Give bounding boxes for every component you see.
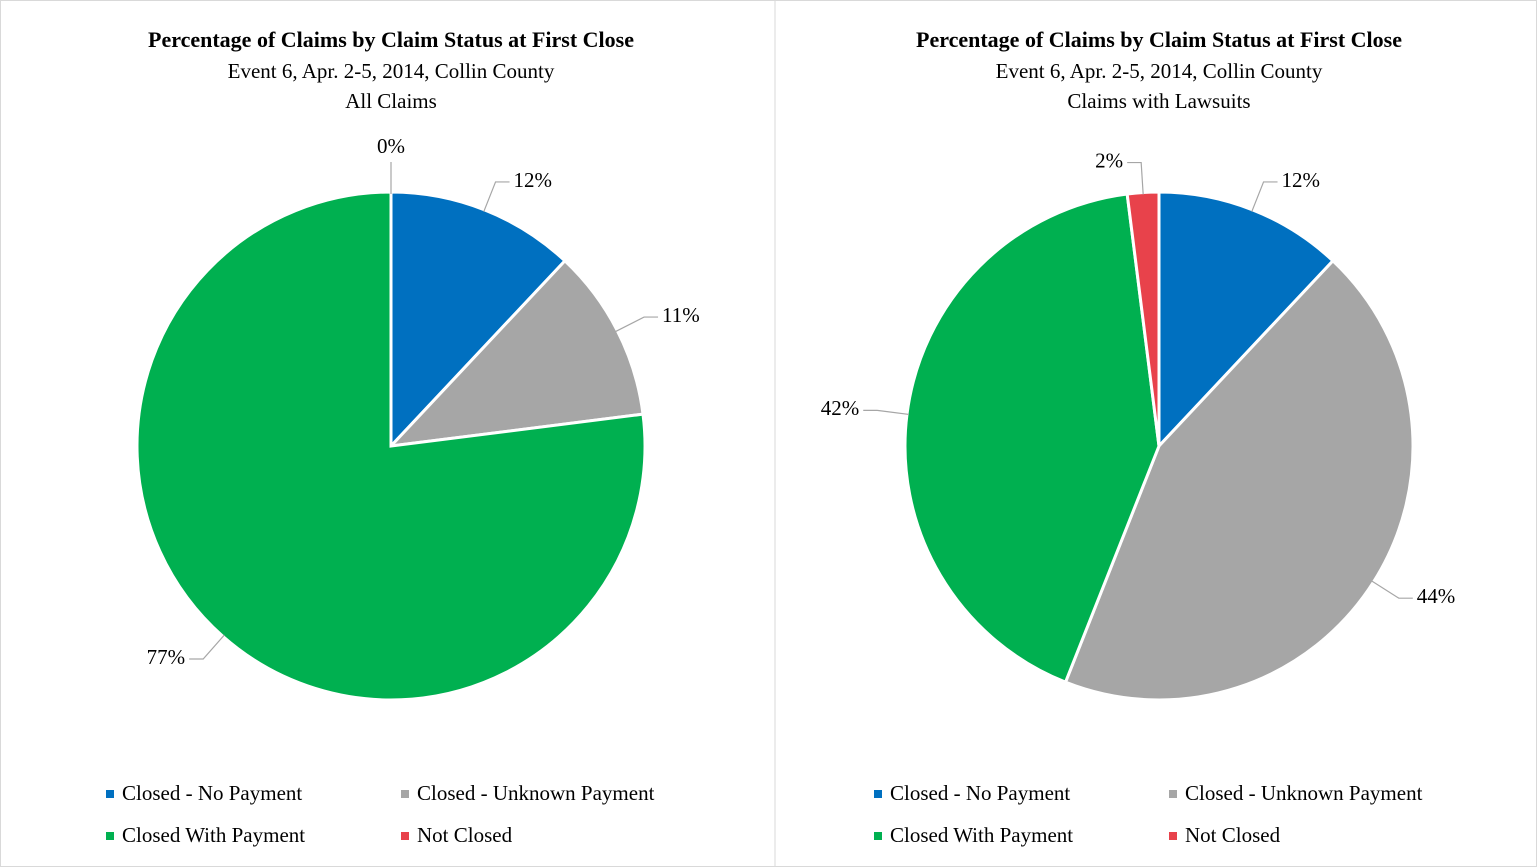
data-label: 42% (821, 396, 860, 420)
data-label: 0% (377, 134, 405, 158)
chart-subtitle: Event 6, Apr. 2-5, 2014, Collin County (996, 59, 1323, 83)
legend-label: Not Closed (1185, 823, 1281, 847)
legend-label: Closed - No Payment (122, 781, 302, 805)
data-label: 12% (1282, 168, 1321, 192)
leader-line (189, 634, 225, 660)
legend-label: Closed - Unknown Payment (1185, 781, 1423, 805)
leader-line (863, 409, 910, 416)
leader-line (1251, 181, 1278, 212)
chart-title: Percentage of Claims by Claim Status at … (148, 27, 634, 52)
chart-subtitle: Event 6, Apr. 2-5, 2014, Collin County (228, 59, 555, 83)
leader-line (615, 316, 659, 333)
data-label: 44% (1417, 584, 1456, 608)
legend-label: Closed With Payment (890, 823, 1073, 847)
data-label: 11% (662, 303, 700, 327)
leader-line (1127, 161, 1144, 195)
legend-swatch (874, 790, 882, 798)
legend-swatch (401, 790, 409, 798)
legend-swatch (874, 832, 882, 840)
legend-swatch (106, 832, 114, 840)
legend-swatch (1169, 790, 1177, 798)
legend-swatch (1169, 832, 1177, 840)
data-label: 77% (147, 645, 186, 669)
legend-swatch (401, 832, 409, 840)
chart-subtitle: All Claims (345, 89, 437, 113)
leader-line (483, 181, 510, 212)
legend-swatch (106, 790, 114, 798)
legend-label: Closed With Payment (122, 823, 305, 847)
legend-label: Closed - No Payment (890, 781, 1070, 805)
leader-line (1371, 580, 1413, 599)
data-label: 12% (514, 168, 553, 192)
chart-subtitle: Claims with Lawsuits (1067, 89, 1250, 113)
legend-label: Closed - Unknown Payment (417, 781, 655, 805)
legend-label: Not Closed (417, 823, 513, 847)
data-label: 2% (1095, 148, 1123, 172)
chart-title: Percentage of Claims by Claim Status at … (916, 27, 1402, 52)
